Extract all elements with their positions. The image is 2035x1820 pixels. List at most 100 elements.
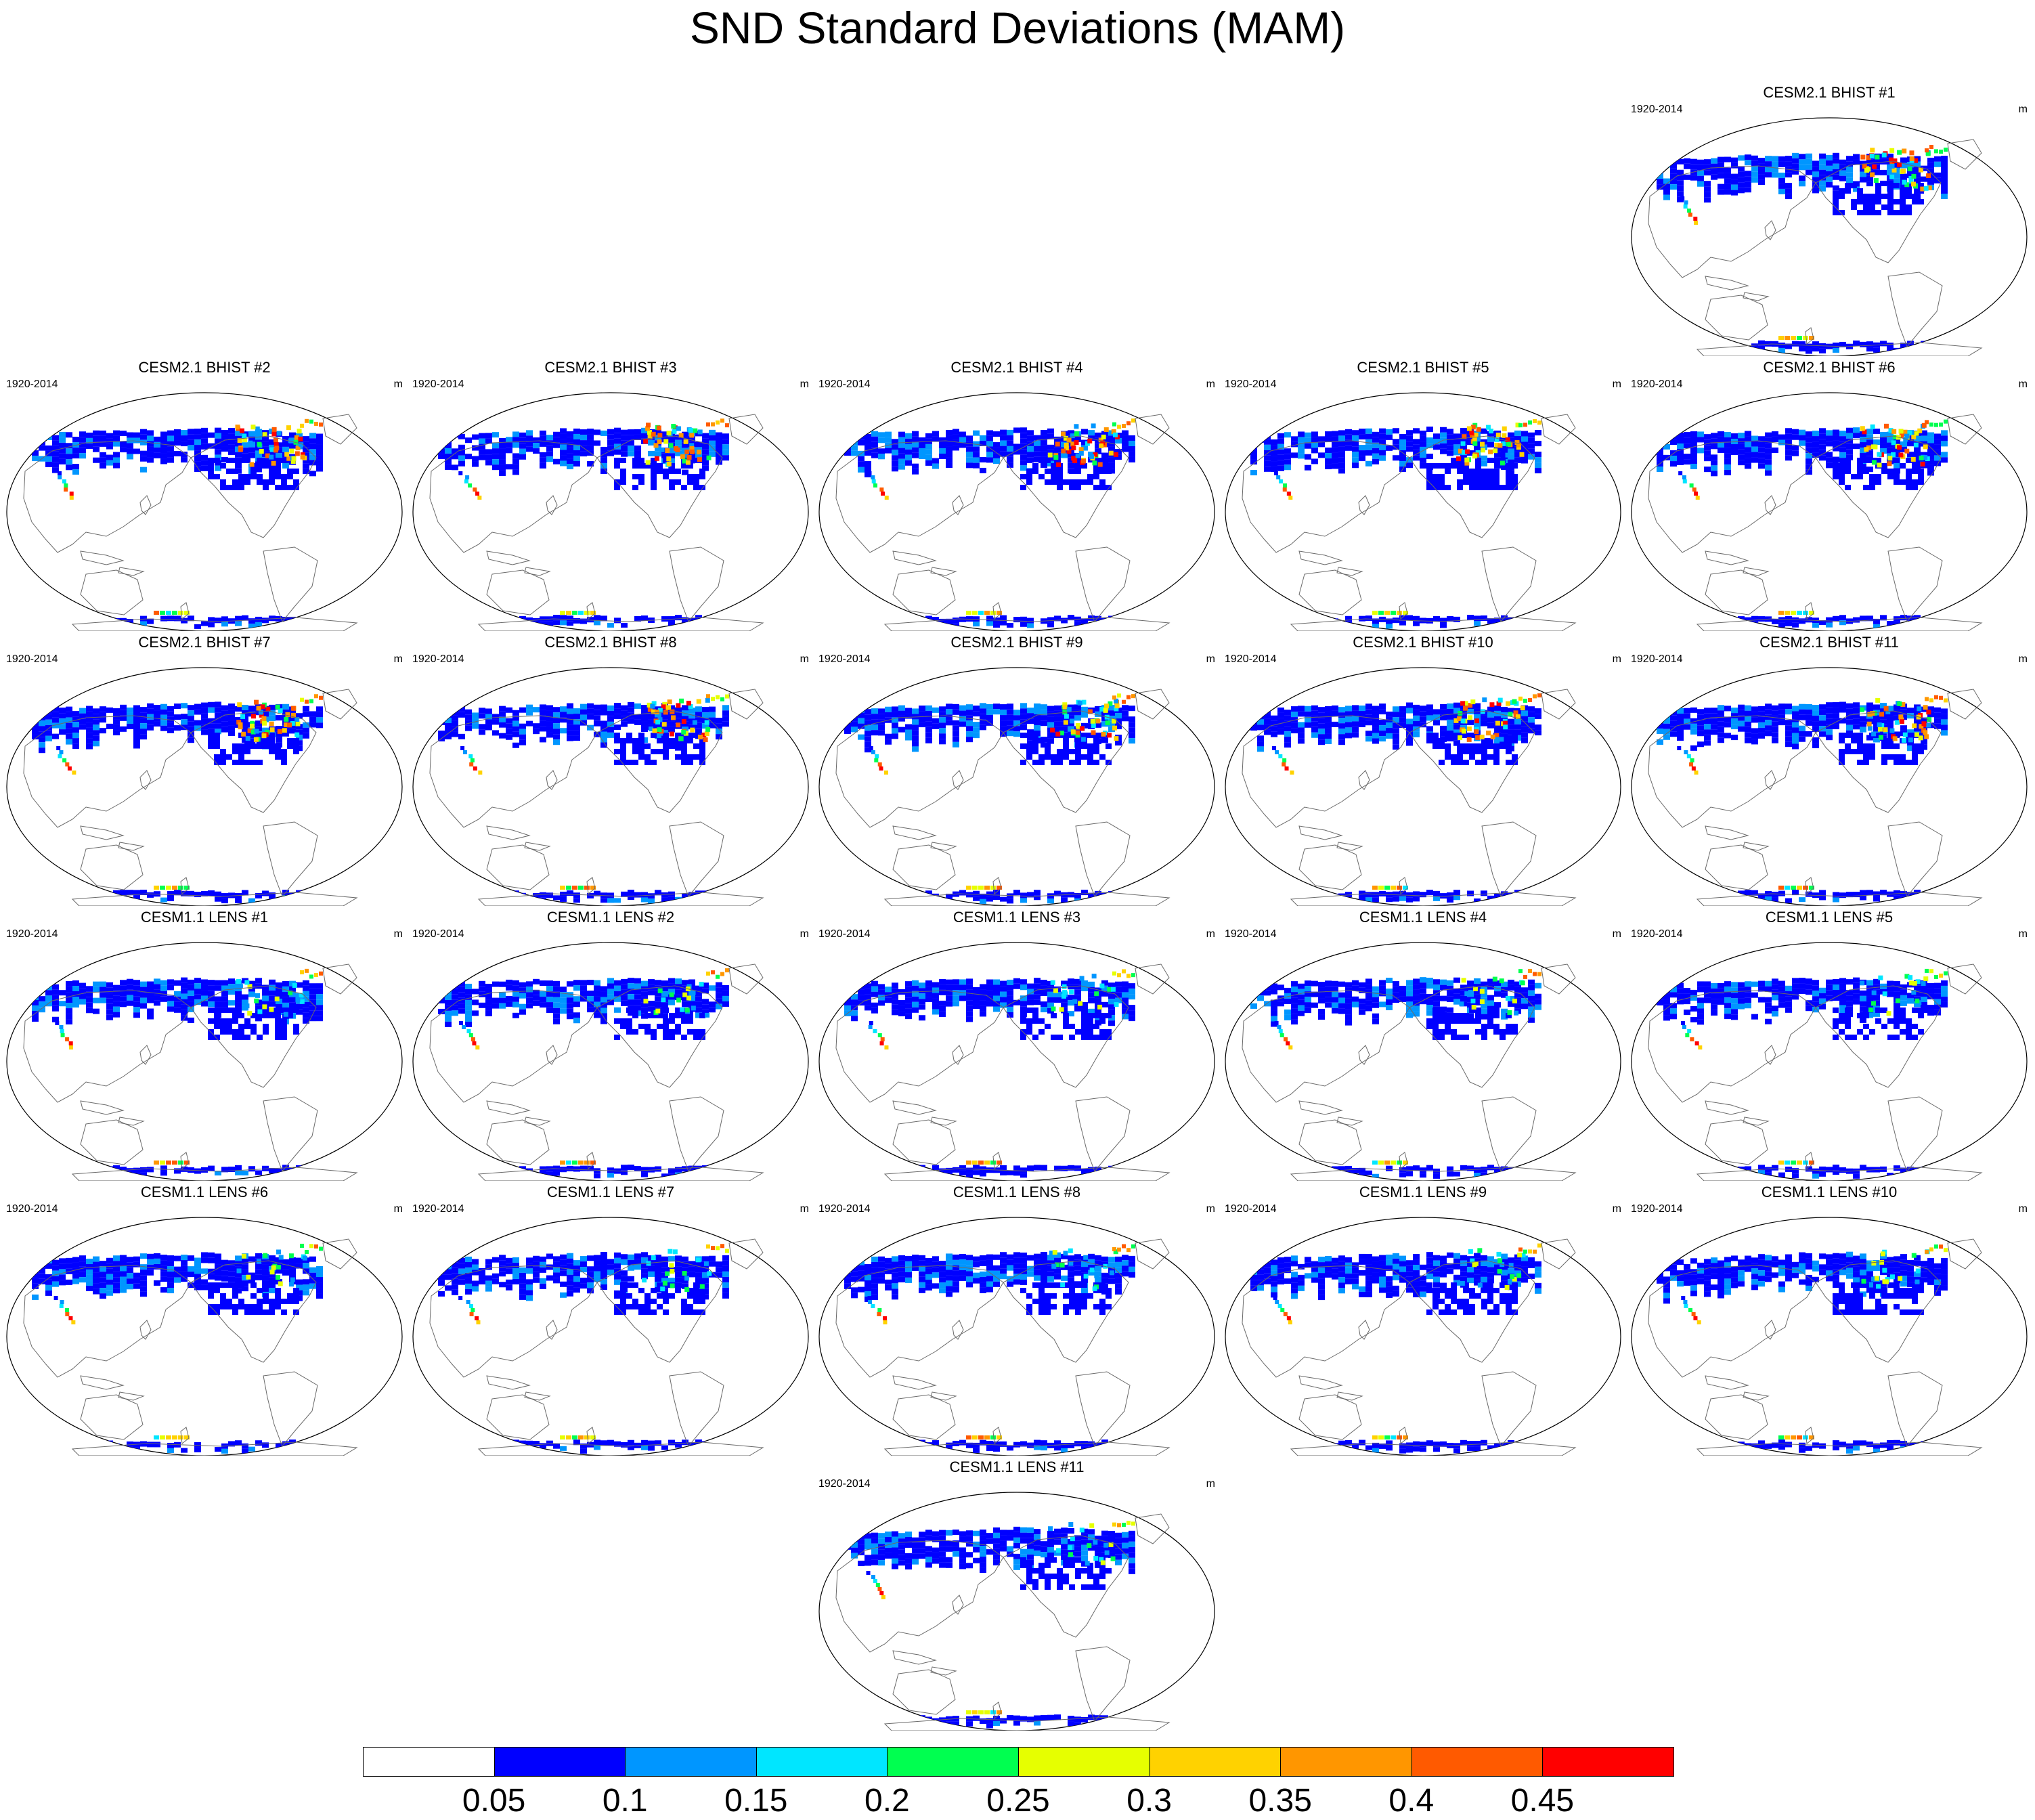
snow-cell <box>567 730 573 736</box>
snow-cell <box>1487 436 1494 442</box>
snow-cell-high <box>1494 437 1500 442</box>
snow-cell <box>1413 621 1420 626</box>
snow-cell <box>1853 340 1860 346</box>
snow-cell-high <box>1778 611 1784 615</box>
snow-cell <box>309 716 316 722</box>
snow-cell <box>263 743 269 749</box>
snow-cell <box>167 457 174 463</box>
snow-cell <box>1697 437 1704 443</box>
snow-cell-high <box>1809 336 1814 340</box>
snow-cell <box>52 717 59 723</box>
snow-cell <box>1284 715 1291 721</box>
snow-cell <box>1751 739 1758 745</box>
snow-cell <box>986 435 993 441</box>
snow-cell <box>1948 624 1954 629</box>
coastline <box>80 825 125 840</box>
snow-cell <box>1941 724 1948 731</box>
snow-cell <box>1420 452 1426 458</box>
snow-cell <box>1758 158 1765 164</box>
snow-cell <box>655 722 661 729</box>
snow-cell <box>296 724 303 730</box>
snow-cell <box>1365 709 1372 715</box>
snow-cell <box>1900 891 1907 897</box>
snow-cell <box>45 730 52 736</box>
snow-cell <box>1663 178 1670 184</box>
snow-cell <box>1393 728 1399 734</box>
snow-cell <box>1338 729 1345 735</box>
snow-cell <box>1846 454 1853 460</box>
snow-cell <box>1007 462 1013 468</box>
snow-cell <box>194 994 201 1000</box>
snow-cell <box>905 438 912 444</box>
snow-cell-high <box>1108 701 1113 706</box>
snow-cell <box>1772 436 1778 442</box>
snow-cell <box>1514 718 1521 724</box>
snow-cell <box>1839 452 1846 458</box>
snow-cell <box>1711 713 1717 719</box>
snow-cell <box>499 615 506 622</box>
snow-cell <box>1081 479 1087 485</box>
snow-cell <box>465 437 472 443</box>
snow-cell <box>871 719 878 725</box>
snow-cell <box>912 724 919 731</box>
snow-cell <box>1457 479 1463 485</box>
snow-cell <box>59 729 66 735</box>
snow-cell <box>641 897 648 903</box>
snow-cell <box>1845 743 1851 749</box>
snow-cell <box>262 984 269 991</box>
panel-title: CESM2.1 BHIST #6 <box>1763 359 1896 376</box>
snow-cell <box>1869 754 1875 760</box>
snow-cell <box>1453 616 1460 622</box>
snow-cell <box>675 469 681 474</box>
snow-cell <box>1264 718 1271 724</box>
snow-cell <box>594 620 600 626</box>
snow-cell <box>1863 749 1869 754</box>
snow-cell <box>1792 341 1799 347</box>
snow-cell <box>1264 455 1271 461</box>
panel-period: 1920-2014 <box>6 928 58 940</box>
coastline <box>1696 892 1983 906</box>
snow-cell <box>1271 715 1277 721</box>
snow-cell-high <box>1495 720 1500 726</box>
coastline <box>1764 495 1776 515</box>
snow-cell <box>1332 447 1338 453</box>
snow-cell <box>1365 450 1372 456</box>
snow-cell <box>925 737 932 743</box>
snow-cell <box>1799 703 1806 710</box>
snow-cell <box>1007 435 1013 441</box>
snow-cell <box>512 890 519 896</box>
snow-cell <box>573 898 580 903</box>
snow-cell <box>1413 439 1420 445</box>
snow-cell <box>1819 180 1826 186</box>
snow-cell <box>1839 441 1846 448</box>
snow-cell <box>438 992 445 998</box>
snow-cell <box>1305 432 1311 438</box>
snow-cell <box>1941 182 1948 188</box>
snow-cell <box>79 988 86 994</box>
snow-cell <box>1469 733 1475 738</box>
snow-cell <box>1122 716 1129 722</box>
snow-cell <box>560 712 567 718</box>
snow-cell <box>52 467 59 473</box>
snow-cell <box>1819 720 1826 727</box>
snow-cell <box>32 1016 39 1022</box>
snow-cell <box>587 445 594 451</box>
snow-cell <box>1846 449 1853 455</box>
snow-cell <box>215 449 221 455</box>
snow-cell <box>1833 724 1839 730</box>
snow-cell <box>1406 615 1413 621</box>
snow-cell <box>905 729 912 735</box>
snow-cell-high <box>294 435 299 440</box>
snow-cell <box>479 449 485 455</box>
snow-cell <box>465 475 470 479</box>
snow-cell <box>1724 722 1731 728</box>
snow-cell <box>1406 897 1413 903</box>
snow-cell <box>1657 706 1663 712</box>
snow-cell <box>1717 716 1724 722</box>
snow-cell <box>1047 893 1054 899</box>
snow-cell <box>1731 718 1738 724</box>
snow-cell <box>716 437 722 443</box>
snow-cell <box>878 448 885 454</box>
snow-cell <box>1514 622 1521 628</box>
snow-cell <box>1765 459 1772 465</box>
